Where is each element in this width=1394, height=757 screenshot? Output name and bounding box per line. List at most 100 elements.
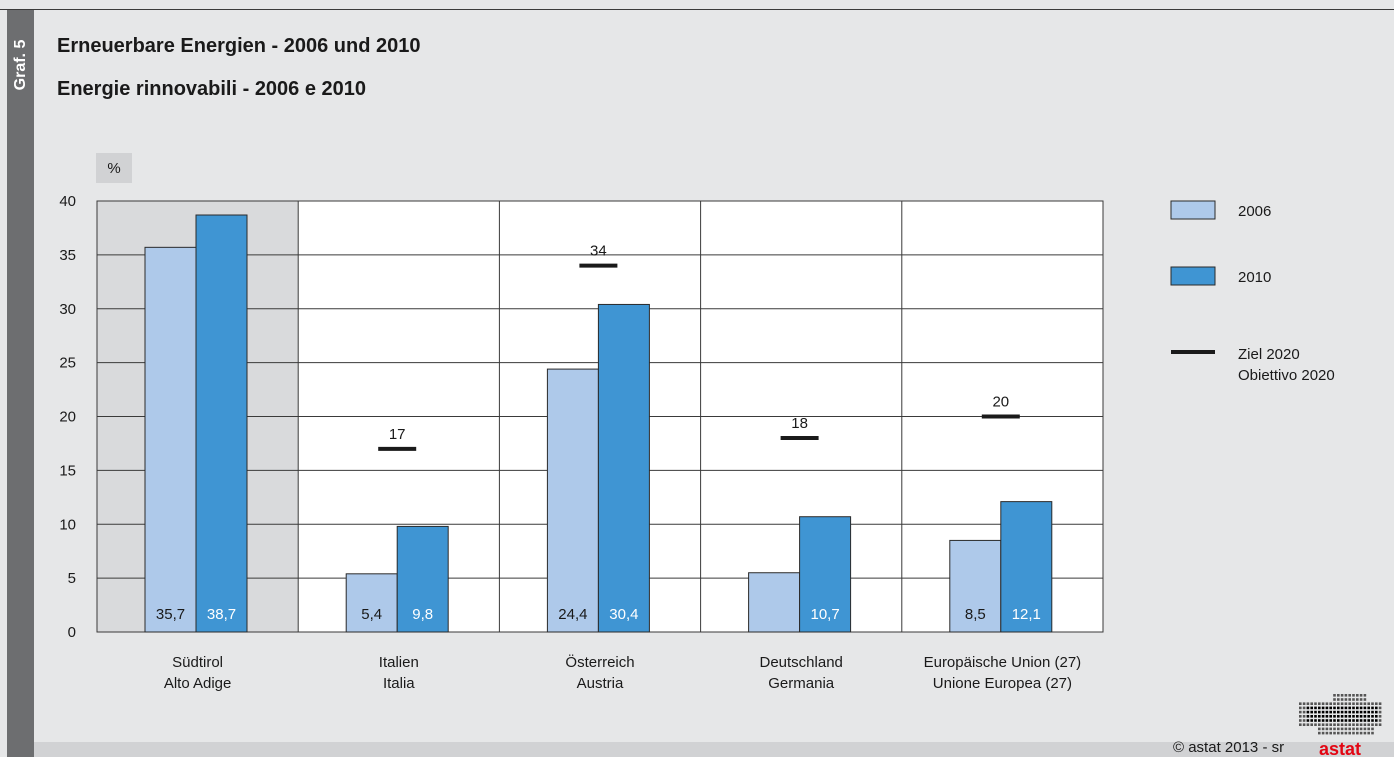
logo-dot xyxy=(1306,723,1310,726)
logo-dot xyxy=(1367,715,1370,718)
logo-dot xyxy=(1321,710,1325,714)
target-value-label: 20 xyxy=(992,394,1009,411)
logo-dot xyxy=(1318,706,1321,710)
logo-dot xyxy=(1340,694,1344,697)
logo-dot xyxy=(1348,702,1351,705)
logo-dot xyxy=(1363,710,1367,714)
logo-dot xyxy=(1340,706,1344,710)
y-tick-label: 30 xyxy=(59,301,76,318)
logo-dot xyxy=(1310,719,1313,722)
logo-dot xyxy=(1310,723,1313,726)
bar-value-label: 5,4 xyxy=(361,606,382,623)
logo-dot xyxy=(1325,723,1329,726)
bar-value-label: 24,4 xyxy=(558,606,587,623)
unit-label-box: % xyxy=(96,153,132,183)
logo-dot xyxy=(1371,731,1374,735)
y-tick-label: 40 xyxy=(59,193,76,210)
logo-dot xyxy=(1302,710,1306,714)
logo-dot xyxy=(1318,723,1321,726)
logo-dot xyxy=(1340,702,1344,705)
logo-dot xyxy=(1321,727,1325,731)
logo-dot xyxy=(1329,723,1332,726)
logo-dot xyxy=(1299,723,1302,726)
x-category-label: Italien xyxy=(379,654,419,671)
logo-dot xyxy=(1306,715,1310,718)
logo-dot xyxy=(1337,723,1340,726)
logo-dot xyxy=(1359,698,1363,701)
logo-dot xyxy=(1333,727,1336,731)
x-category-label: Österreich xyxy=(565,653,634,671)
logo-dot xyxy=(1340,731,1344,735)
logo-dot xyxy=(1333,731,1336,735)
logo-dot xyxy=(1356,715,1359,718)
logo-dot xyxy=(1302,723,1306,726)
logo-dot xyxy=(1333,698,1336,701)
logo-dot xyxy=(1352,715,1355,718)
logo-dot xyxy=(1340,710,1344,714)
chart-title-italian: Energie rinnovabili - 2006 e 2010 xyxy=(57,78,367,100)
y-tick-label: 35 xyxy=(59,247,76,264)
logo-dot xyxy=(1359,731,1363,735)
logo-dot xyxy=(1378,719,1382,722)
bar-2010 xyxy=(1000,501,1053,633)
logo-dot xyxy=(1352,702,1355,705)
bar-value-label: 12,1 xyxy=(1012,606,1041,623)
bar-value-label: 35,7 xyxy=(156,606,185,623)
logo-dot xyxy=(1371,702,1374,705)
logo-dot xyxy=(1329,706,1332,710)
x-category-label: Alto Adige xyxy=(164,675,232,692)
logo-dot xyxy=(1356,719,1359,722)
logo-dot xyxy=(1344,694,1348,697)
logo-dot xyxy=(1340,719,1344,722)
legend-swatch-2010 xyxy=(1170,266,1216,286)
logo-dot xyxy=(1318,710,1321,714)
logo-dot xyxy=(1337,731,1340,735)
logo-dot xyxy=(1340,715,1344,718)
logo-dot xyxy=(1299,702,1302,705)
logo-dot xyxy=(1348,698,1351,701)
bar-2006 xyxy=(546,368,599,633)
logo-dot xyxy=(1348,694,1351,697)
logo-dot xyxy=(1325,719,1329,722)
footer-band xyxy=(34,742,1394,757)
logo-dot xyxy=(1310,706,1313,710)
legend-label-target: Obiettivo 2020 xyxy=(1238,367,1335,384)
logo-dot xyxy=(1356,727,1359,731)
logo-dot xyxy=(1375,702,1378,705)
y-tick-label: 15 xyxy=(59,462,76,479)
logo-dot xyxy=(1371,727,1374,731)
logo-dot xyxy=(1367,706,1370,710)
logo-dot xyxy=(1344,702,1348,705)
logo-dot xyxy=(1371,706,1374,710)
logo-dot xyxy=(1321,702,1325,705)
astat-logo: astat xyxy=(1299,694,1382,757)
logo-dot xyxy=(1299,710,1302,714)
logo-dot xyxy=(1363,731,1367,735)
y-tick-label: 25 xyxy=(59,355,76,372)
logo-dot xyxy=(1344,731,1348,735)
bar-2006 xyxy=(345,573,398,633)
logo-dot xyxy=(1325,702,1329,705)
y-tick-label: 0 xyxy=(68,624,76,641)
logo-dot xyxy=(1337,706,1340,710)
bar-2006 xyxy=(144,246,197,633)
bar-2006 xyxy=(748,572,801,633)
logo-dot xyxy=(1359,715,1363,718)
logo-dot xyxy=(1375,710,1378,714)
logo-dot xyxy=(1344,715,1348,718)
logo-dot xyxy=(1356,731,1359,735)
x-category-label: Germania xyxy=(768,675,835,692)
bar-value-label: 9,8 xyxy=(412,606,433,623)
logo-dot xyxy=(1359,710,1363,714)
logo-dot xyxy=(1352,727,1355,731)
logo-dot xyxy=(1378,710,1382,714)
logo-dot xyxy=(1333,694,1336,697)
logo-dot xyxy=(1314,702,1317,705)
logo-dot xyxy=(1302,715,1306,718)
logo-dot xyxy=(1352,719,1355,722)
logo-dot xyxy=(1333,715,1336,718)
bar-2010 xyxy=(597,303,650,633)
logo-dot xyxy=(1367,719,1370,722)
logo-dot xyxy=(1378,706,1382,710)
